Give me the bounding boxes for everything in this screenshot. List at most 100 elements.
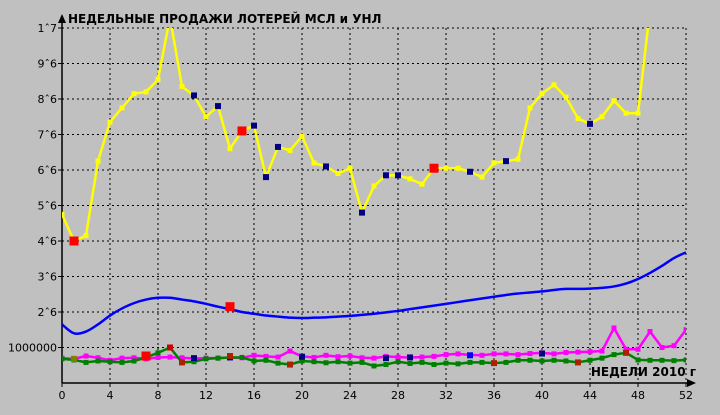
data-point: [167, 354, 173, 360]
y-tick-label: 3ˆ6: [38, 271, 58, 284]
data-point: [503, 351, 509, 357]
data-point: [455, 361, 461, 367]
x-tick-label: 48: [631, 389, 645, 402]
data-point: [551, 351, 557, 357]
data-point: [311, 160, 317, 166]
data-point: [155, 350, 161, 356]
y-tick-label: 2ˆ6: [38, 306, 58, 319]
x-tick-label: 16: [247, 389, 261, 402]
data-point: [431, 353, 437, 359]
data-point: [587, 357, 593, 363]
highlight-marker: [359, 209, 365, 216]
tick-labels: 0 4 8 12 16 20 24 28 32 36 40 44 48 5210000002ˆ63ˆ64ˆ…: [8, 22, 693, 402]
y-tick-label: 5ˆ6: [38, 200, 58, 213]
y-tick-label: 6ˆ6: [38, 164, 58, 177]
data-point: [671, 358, 677, 364]
x-tick-label: 40: [535, 389, 549, 402]
x-tick-label: 0: [59, 389, 66, 402]
data-point: [95, 358, 101, 364]
data-point: [239, 354, 245, 360]
data-point: [371, 363, 377, 369]
highlight-marker: [251, 122, 257, 129]
data-point: [503, 359, 509, 365]
data-point: [455, 165, 461, 171]
data-point: [359, 359, 365, 365]
series-line-0: [62, 28, 650, 243]
highlight-marker: [575, 359, 581, 366]
data-point: [491, 160, 497, 166]
data-point: [419, 181, 425, 187]
highlight-marker: [587, 120, 593, 127]
y-axis-arrow: [58, 14, 66, 23]
y-tick-label: 8ˆ6: [38, 93, 58, 106]
data-point: [515, 352, 521, 358]
highlight-marker: [467, 168, 473, 175]
highlight-marker: [225, 302, 235, 312]
highlight-marker: [623, 349, 629, 356]
data-point: [671, 343, 677, 349]
data-point: [623, 110, 629, 116]
data-point: [443, 360, 449, 366]
highlight-marker: [407, 354, 413, 361]
x-tick-label: 36: [487, 389, 501, 402]
data-point: [539, 358, 545, 364]
data-point: [599, 114, 605, 120]
data-point: [323, 352, 329, 358]
data-point: [107, 359, 113, 365]
data-point: [635, 110, 641, 116]
data-point: [491, 351, 497, 357]
data-point: [275, 360, 281, 366]
x-tick-label: 44: [583, 389, 597, 402]
data-point: [251, 352, 257, 358]
data-point: [611, 325, 617, 331]
data-point: [419, 359, 425, 365]
highlight-marker: [191, 355, 197, 362]
data-point: [527, 351, 533, 357]
data-point: [179, 355, 185, 361]
data-point: [107, 119, 113, 125]
x-tick-label: 52: [679, 389, 693, 402]
data-point: [383, 362, 389, 368]
highlight-marker: [71, 355, 77, 362]
x-tick-label: 4: [107, 389, 114, 402]
highlight-marker: [467, 352, 473, 359]
data-point: [95, 355, 101, 361]
x-tick-label: 32: [439, 389, 453, 402]
data-point: [431, 362, 437, 368]
data-point: [83, 359, 89, 365]
highlight-marker: [491, 360, 497, 367]
data-point: [119, 359, 125, 365]
data-point: [515, 156, 521, 162]
data-point: [347, 165, 353, 171]
data-point: [515, 357, 521, 363]
axes: [58, 14, 696, 387]
data-point: [683, 357, 686, 363]
data-point: [83, 233, 89, 239]
data-point: [551, 82, 557, 88]
data-point: [311, 359, 317, 365]
highlight-marker: [227, 353, 233, 360]
series-line-1: [62, 251, 686, 335]
data-point: [419, 354, 425, 360]
data-point: [659, 345, 665, 350]
data-point: [563, 349, 569, 355]
highlight-marker: [395, 172, 401, 179]
highlight-marker: [429, 163, 439, 173]
highlight-marker: [237, 126, 247, 136]
data-point: [539, 91, 545, 97]
highlight-marker: [299, 353, 305, 360]
y-tick-label: 7ˆ6: [38, 129, 58, 142]
data-point: [575, 116, 581, 122]
data-point: [479, 174, 485, 180]
highlight-marker: [287, 361, 293, 368]
data-point: [203, 114, 209, 120]
data-point: [635, 346, 641, 352]
data-point: [623, 346, 629, 352]
data-point: [119, 105, 125, 111]
data-point: [131, 91, 137, 97]
data-point: [599, 355, 605, 361]
data-point: [155, 354, 161, 360]
data-point: [635, 357, 641, 363]
data-point: [131, 355, 137, 361]
